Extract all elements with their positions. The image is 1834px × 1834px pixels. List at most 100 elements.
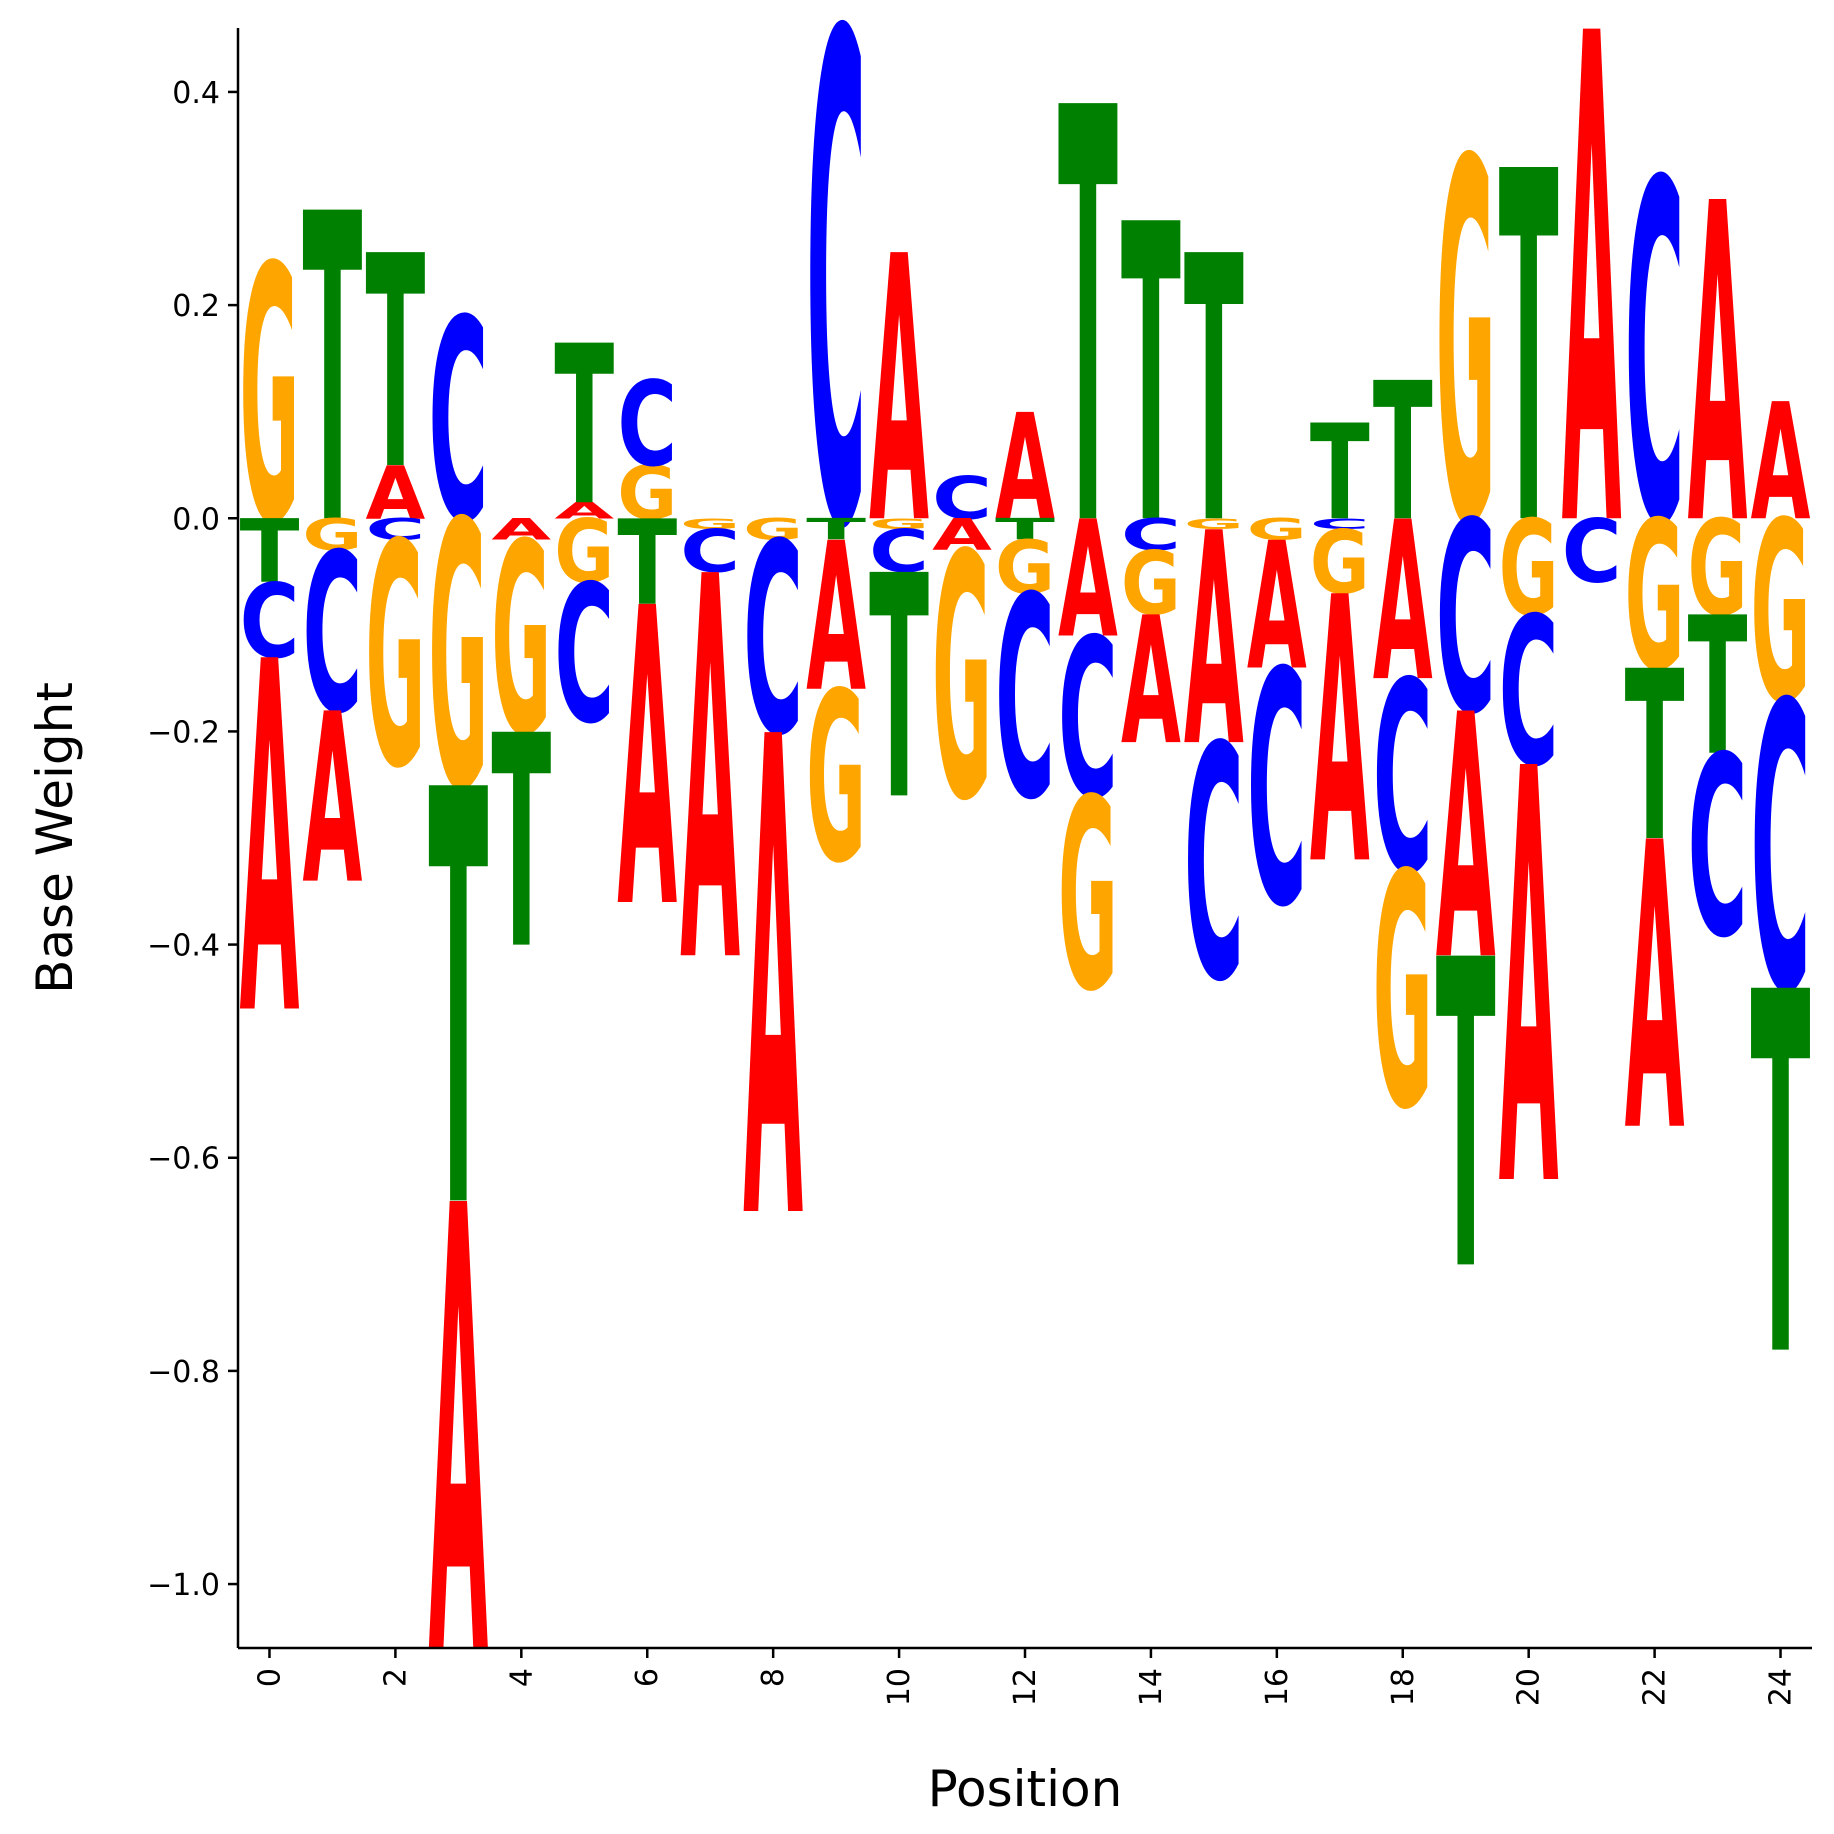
logo-letter-A-pos-3: A (428, 1080, 488, 1794)
logo-letter-A-pos-13: A (1058, 486, 1118, 673)
logo-letter-C-pos-9: C (806, 0, 866, 677)
y-ticks: 0.4 0.2 0.0 −0.2 −0.4 −0.6 −0.8 −1.0 (147, 76, 238, 1603)
logo-letter-G-pos-22: G (1625, 480, 1685, 717)
logo-letter-G-pos-8: G (743, 513, 803, 547)
logo-letter-G-pos-23: G (1688, 493, 1748, 646)
y-tick-label: 0.0 (172, 502, 220, 537)
logo-letter-A-pos-14: A (1121, 579, 1181, 783)
logo-letter-C-pos-11: C (932, 464, 992, 532)
logo-letter-G-pos-4: G (491, 489, 551, 794)
logo-letter-A-pos-1: A (303, 666, 363, 937)
logo-letter-C-pos-10: C (869, 517, 929, 585)
logo-letter-G-pos-10: G (869, 516, 929, 533)
x-tick-label: 10 (882, 1668, 917, 1706)
logo-letter-C-pos-6: C (617, 357, 677, 493)
logo-letter-A-pos-2: A (365, 450, 425, 535)
logo-letter-C-pos-7: C (680, 517, 740, 585)
logo-letter-T-pos-19: T (1436, 872, 1496, 1365)
logo-letter-C-pos-0: C (240, 562, 300, 681)
logo-letter-A-pos-24: A (1751, 369, 1811, 556)
x-tick-label: 14 (1134, 1668, 1169, 1706)
x-tick-label: 20 (1512, 1668, 1547, 1706)
logo-letter-C-pos-15: C (1184, 680, 1244, 1053)
logo-letter-G-pos-5: G (554, 501, 614, 603)
x-tick-label: 4 (504, 1668, 539, 1687)
logo-letter-C-pos-22: C (1625, 86, 1685, 629)
logo-letter-T-pos-23: T (1688, 577, 1748, 798)
logo-letter-A-pos-21: A (1562, 0, 1622, 677)
x-axis-label: Position (928, 1760, 1123, 1818)
x-tick-label: 24 (1764, 1668, 1799, 1706)
logo-letter-C-pos-23: C (1688, 704, 1748, 993)
logo-letter-T-pos-9: T (806, 513, 866, 547)
logo-letter-T-pos-18: T (1373, 342, 1433, 563)
logo-letter-C-pos-5: C (554, 545, 614, 766)
x-tick-label: 6 (630, 1668, 665, 1687)
logo-letter-C-pos-21: C (1562, 500, 1622, 603)
x-tick-label: 12 (1008, 1668, 1043, 1706)
x-tick-label: 16 (1260, 1668, 1295, 1706)
x-tick-label: 8 (756, 1668, 791, 1687)
logo-letter-G-pos-9: G (806, 642, 866, 915)
logo-letter-G-pos-11: G (932, 484, 992, 875)
x-ticks: 0 2 4 6 8 10 12 14 16 18 20 22 24 (252, 1648, 1799, 1706)
logo-letter-G-pos-19: G (1436, 58, 1496, 636)
y-tick-label: 0.4 (172, 76, 220, 111)
logo-letter-T-pos-20: T (1499, 72, 1559, 633)
logo-letter-C-pos-8: C (743, 487, 803, 794)
logo-letter-T-pos-24: T (1751, 890, 1811, 1468)
logo-letter-A-pos-23: A (1688, 113, 1748, 623)
y-tick-label: −0.8 (147, 1355, 220, 1390)
logo-letter-A-pos-18: A (1373, 475, 1433, 730)
logo-letter-A-pos-8: A (743, 603, 803, 1367)
logo-letter-G-pos-17: G (1310, 511, 1370, 613)
logo-letter-G-pos-1: G (303, 510, 363, 561)
logo-letter-C-pos-1: C (303, 507, 363, 761)
logo-letter-G-pos-6: G (617, 451, 677, 536)
logo-letter-T-pos-22: T (1625, 621, 1685, 894)
logo-letter-A-pos-12: A (995, 383, 1055, 553)
logo-letter-T-pos-14: T (1121, 139, 1181, 615)
logo-letter-C-pos-2: C (365, 513, 425, 547)
logo-letter-A-pos-0: A (240, 563, 300, 1123)
axes: 0.40.20.0−0.2−0.4−0.6−0.8−1.0 0 2 4 6 8 10 12 1… (147, 28, 1812, 1706)
logo-letter-C-pos-17: C (1310, 515, 1370, 532)
y-tick-label: −1.0 (147, 1568, 220, 1603)
logo-letter-A-pos-5: A (554, 498, 614, 523)
logo-letter-T-pos-10: T (869, 513, 929, 869)
y-tick-label: 0.2 (172, 289, 220, 324)
logo-letter-C-pos-16: C (1247, 606, 1307, 979)
logo-letter-A-pos-6: A (617, 524, 677, 999)
logo-letter-T-pos-2: T (365, 194, 425, 534)
logo-letter-G-pos-18: G (1373, 807, 1433, 1181)
logo-letter-A-pos-22: A (1625, 759, 1685, 1218)
logo-letter-C-pos-20: C (1499, 574, 1559, 812)
logo-letter-T-pos-1: T (303, 126, 363, 619)
logo-letter-G-pos-15: G (1184, 516, 1244, 533)
x-tick-label: 2 (378, 1668, 413, 1687)
logo-letter-T-pos-13: T (1058, 0, 1118, 654)
y-tick-label: −0.4 (147, 929, 220, 964)
logo-letter-G-pos-13: G (1058, 745, 1118, 1050)
logo-letter-T-pos-5: T (554, 300, 614, 555)
logo-letter-A-pos-17: A (1310, 522, 1370, 947)
logo-letter-T-pos-3: T (428, 673, 488, 1336)
logo-letter-A-pos-9: A (806, 501, 866, 738)
logo-letter-G-pos-12: G (995, 526, 1055, 611)
logo-letter-T-pos-17: T (1310, 397, 1370, 550)
logo-letter-C-pos-24: C (1751, 623, 1811, 1081)
logo-letter-C-pos-19: C (1436, 466, 1496, 773)
y-axis-label: Base Weight (26, 682, 84, 994)
logo-letter-G-pos-16: G (1247, 513, 1307, 547)
logo-letter-G-pos-20: G (1499, 493, 1559, 646)
logo-letter-A-pos-20: A (1499, 651, 1559, 1314)
logo-letter-A-pos-16: A (1247, 504, 1307, 708)
logo-letter-G-pos-2: G (365, 479, 425, 837)
logo-letter-C-pos-12: C (995, 539, 1055, 862)
logo-letter-C-pos-3: C (428, 262, 488, 585)
x-tick-label: 18 (1386, 1668, 1421, 1706)
logo-letter-T-pos-4: T (491, 674, 551, 1014)
x-tick-label: 22 (1638, 1668, 1673, 1706)
